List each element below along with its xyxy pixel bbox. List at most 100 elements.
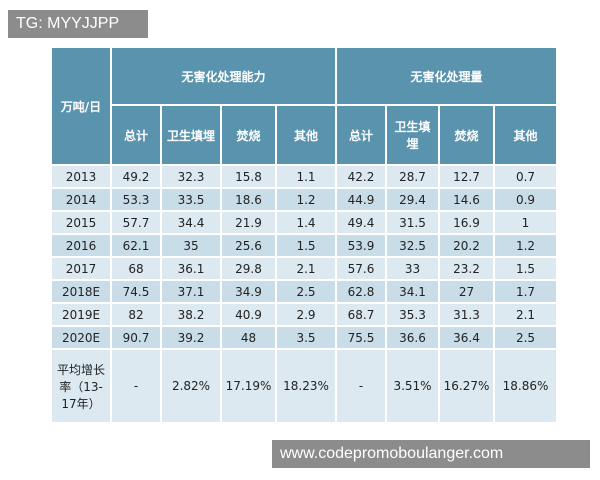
table-cell: 44.9 bbox=[335, 187, 387, 212]
column-header: 焚烧 bbox=[438, 104, 495, 166]
row-label: 2015 bbox=[50, 210, 112, 235]
group-header: 无害化处理能力 bbox=[110, 46, 337, 106]
table-row: 2018E 74.5 37.1 34.9 2.5 62.8 34.1 27 1.7 bbox=[50, 279, 558, 304]
table-cell: 38.2 bbox=[160, 302, 222, 327]
table-cell: 1.4 bbox=[275, 210, 337, 235]
table-cell: 74.5 bbox=[110, 279, 162, 304]
table-cell: 20.2 bbox=[438, 233, 495, 258]
table-cell: 37.1 bbox=[160, 279, 222, 304]
table-row: 2016 62.1 35 25.6 1.5 53.9 32.5 20.2 1.2 bbox=[50, 233, 558, 258]
table-cell: 42.2 bbox=[335, 164, 387, 189]
table-cell: 39.2 bbox=[160, 325, 222, 350]
table-row: 2014 53.3 33.5 18.6 1.2 44.9 29.4 14.6 0.9 bbox=[50, 187, 558, 212]
table-row: 2013 49.2 32.3 15.8 1.1 42.2 28.7 12.7 0.7 bbox=[50, 164, 558, 189]
row-label: 2019E bbox=[50, 302, 112, 327]
table-cell: 1.5 bbox=[275, 233, 337, 258]
table-cell: 82 bbox=[110, 302, 162, 327]
row-label: 2016 bbox=[50, 233, 112, 258]
table-cell: 34.9 bbox=[220, 279, 277, 304]
table-row: 平均增长率（13-17年） -2.82% 17.19% 18.23% -3.51% 16.… bbox=[50, 348, 558, 424]
table-cell: 18.6 bbox=[220, 187, 277, 212]
table-cell: 57.7 bbox=[110, 210, 162, 235]
table-cell: 29.4 bbox=[385, 187, 440, 212]
table-cell: 25.6 bbox=[220, 233, 277, 258]
table-cell: 49.4 bbox=[335, 210, 387, 235]
table-cell: 75.5 bbox=[335, 325, 387, 350]
table-cell: 35.3 bbox=[385, 302, 440, 327]
table-cell: 34.4 bbox=[160, 210, 222, 235]
table-cell: 62.8 bbox=[335, 279, 387, 304]
table-cell: 12.7 bbox=[438, 164, 495, 189]
table-cell: 21.9 bbox=[220, 210, 277, 235]
table-cell: 68.7 bbox=[335, 302, 387, 327]
table-cell: 48 bbox=[220, 325, 277, 350]
table-cell: 33.5 bbox=[160, 187, 222, 212]
table-cell: 53.9 bbox=[335, 233, 387, 258]
watermark: TG: MYYJJPP bbox=[8, 10, 148, 38]
row-label: 2020E bbox=[50, 325, 112, 350]
column-header: 其他 bbox=[493, 104, 558, 166]
column-header: 卫生填埋 bbox=[385, 104, 440, 166]
table-cell: 15.8 bbox=[220, 164, 277, 189]
column-header: 卫生填埋 bbox=[160, 104, 222, 166]
table-cell: 1.1 bbox=[275, 164, 337, 189]
table-cell: 1.7 bbox=[493, 279, 558, 304]
table-cell: 16.9 bbox=[438, 210, 495, 235]
table-cell: 2.1 bbox=[275, 256, 337, 281]
table-cell: 3.51% bbox=[385, 348, 440, 424]
table-cell: 32.3 bbox=[160, 164, 222, 189]
table-cell: 40.9 bbox=[220, 302, 277, 327]
watermark: www.codepromoboulanger.com bbox=[272, 440, 590, 468]
table-cell: 57.6 bbox=[335, 256, 387, 281]
table-cell: 14.6 bbox=[438, 187, 495, 212]
table-cell: 1 bbox=[493, 210, 558, 235]
table-cell: 1.2 bbox=[275, 187, 337, 212]
column-header: 总计 bbox=[335, 104, 387, 166]
table-cell: 0.9 bbox=[493, 187, 558, 212]
column-header: 焚烧 bbox=[220, 104, 277, 166]
table-cell: 36.1 bbox=[160, 256, 222, 281]
table-cell: 36.4 bbox=[438, 325, 495, 350]
table-cell: 28.7 bbox=[385, 164, 440, 189]
table-cell: 49.2 bbox=[110, 164, 162, 189]
table-cell: 17.19% bbox=[220, 348, 277, 424]
table-cell: - bbox=[335, 348, 387, 424]
row-label: 2013 bbox=[50, 164, 112, 189]
table-cell: 0.7 bbox=[493, 164, 558, 189]
table-cell: 31.3 bbox=[438, 302, 495, 327]
group-header: 无害化处理量 bbox=[335, 46, 558, 106]
table-cell: 53.3 bbox=[110, 187, 162, 212]
table-cell: 31.5 bbox=[385, 210, 440, 235]
table-cell: 35 bbox=[160, 233, 222, 258]
row-label: 2014 bbox=[50, 187, 112, 212]
table-cell: - bbox=[110, 348, 162, 424]
table-cell: 62.1 bbox=[110, 233, 162, 258]
table-cell: 33 bbox=[385, 256, 440, 281]
table-cell: 29.8 bbox=[220, 256, 277, 281]
column-header: 总计 bbox=[110, 104, 162, 166]
table-cell: 2.9 bbox=[275, 302, 337, 327]
table-cell: 36.6 bbox=[385, 325, 440, 350]
data-table: 万吨/日 无害化处理能力 无害化处理量 总计 卫生填埋 焚烧 其他 总计 卫生填埋 焚烧 其他… bbox=[50, 46, 558, 424]
table-cell: 1.5 bbox=[493, 256, 558, 281]
table-cell: 34.1 bbox=[385, 279, 440, 304]
table-cell: 3.5 bbox=[275, 325, 337, 350]
table-cell: 27 bbox=[438, 279, 495, 304]
table-cell: 18.23% bbox=[275, 348, 337, 424]
table-cell: 2.5 bbox=[493, 325, 558, 350]
table-cell: 2.82% bbox=[160, 348, 222, 424]
table-cell: 23.2 bbox=[438, 256, 495, 281]
table-cell: 90.7 bbox=[110, 325, 162, 350]
table-cell: 2.1 bbox=[493, 302, 558, 327]
row-label: 平均增长率（13-17年） bbox=[50, 348, 112, 424]
table-cell: 16.27% bbox=[438, 348, 495, 424]
table-cell: 2.5 bbox=[275, 279, 337, 304]
table-cell: 32.5 bbox=[385, 233, 440, 258]
table-row: 2019E 82 38.2 40.9 2.9 68.7 35.3 31.3 2.1 bbox=[50, 302, 558, 327]
table-row: 2015 57.7 34.4 21.9 1.4 49.4 31.5 16.9 1 bbox=[50, 210, 558, 235]
table-row: 2020E 90.7 39.2 48 3.5 75.5 36.6 36.4 2.5 bbox=[50, 325, 558, 350]
table-row: 2017 68 36.1 29.8 2.1 57.6 33 23.2 1.5 bbox=[50, 256, 558, 281]
column-header: 其他 bbox=[275, 104, 337, 166]
row-label: 2018E bbox=[50, 279, 112, 304]
table-cell: 18.86% bbox=[493, 348, 558, 424]
